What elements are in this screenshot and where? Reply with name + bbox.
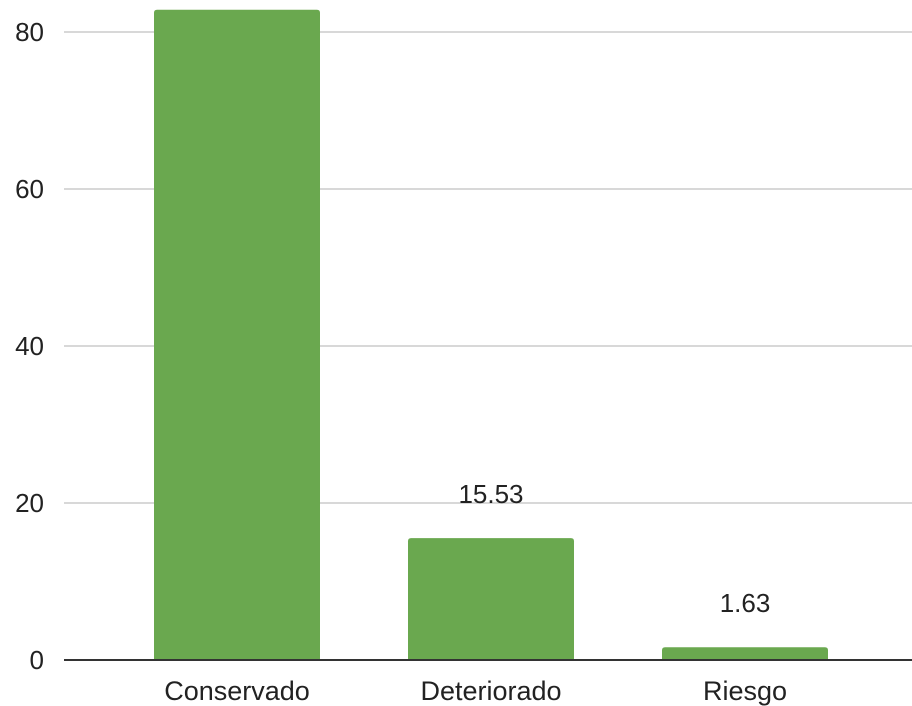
data-labels: 15.53 1.63	[458, 479, 770, 618]
bar-conservado	[154, 9, 320, 661]
y-tick-label: 80	[15, 17, 44, 47]
y-tick-label: 40	[15, 331, 44, 361]
y-tick-label: 20	[15, 488, 44, 518]
bar-deteriorado	[408, 538, 574, 660]
bars	[154, 9, 828, 661]
x-tick-label: Riesgo	[703, 676, 787, 706]
x-tick-label: Conservado	[164, 676, 310, 706]
y-axis-ticks: 0 20 40 60 80	[15, 17, 44, 675]
data-label: 15.53	[458, 479, 523, 509]
y-tick-label: 60	[15, 174, 44, 204]
x-tick-label: Deteriorado	[420, 676, 561, 706]
y-tick-label: 0	[30, 645, 44, 675]
bar-riesgo	[662, 647, 828, 660]
x-axis-ticks: Conservado Deteriorado Riesgo	[164, 676, 787, 706]
data-label: 1.63	[720, 588, 771, 618]
